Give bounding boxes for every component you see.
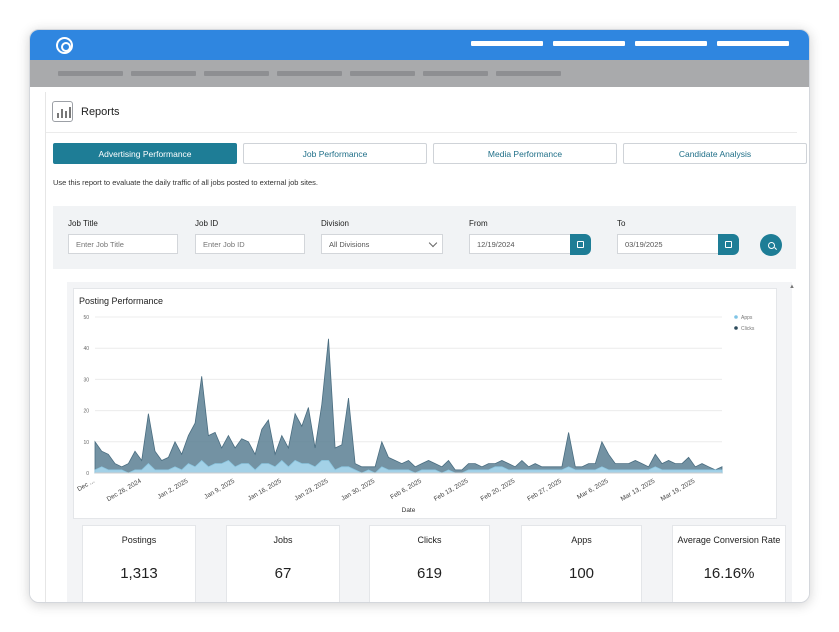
kpi-label: Apps xyxy=(571,535,592,545)
reports-chart-icon xyxy=(52,101,73,122)
y-tick-label: 30 xyxy=(83,377,89,383)
sub-nav-item[interactable] xyxy=(277,71,342,76)
kpi-value: 67 xyxy=(274,565,292,582)
x-tick-label: Jan 23, 2025 xyxy=(293,477,329,502)
x-tick-label: Mar 19, 2025 xyxy=(660,477,697,502)
y-tick-label: 20 xyxy=(83,409,89,415)
kpi-label: Postings xyxy=(121,535,157,545)
search-button[interactable] xyxy=(760,234,782,256)
top-nav-item[interactable] xyxy=(635,41,707,46)
top-nav-item[interactable] xyxy=(553,41,625,46)
kpi-jobs: Jobs 67 xyxy=(226,525,340,602)
sub-nav-item[interactable] xyxy=(350,71,415,76)
scroll-up-icon[interactable]: ▲ xyxy=(789,284,795,290)
kpi-label: Average Conversion Rate xyxy=(677,535,781,545)
sub-nav-bar xyxy=(30,60,809,87)
division-label: Division xyxy=(321,219,350,228)
top-nav xyxy=(471,41,789,46)
report-tabs: Advertising Performance Job Performance … xyxy=(53,143,807,164)
y-tick-label: 50 xyxy=(83,315,89,321)
main-content: Reports Advertising Performance Job Perf… xyxy=(30,87,809,602)
chevron-down-icon xyxy=(428,238,438,248)
filter-bar: Job Title Job ID Division All Divisions … xyxy=(53,206,796,269)
x-tick-label: Feb 6, 2025 xyxy=(389,477,423,501)
top-nav-item[interactable] xyxy=(717,41,789,46)
tab-candidate-analysis[interactable]: Candidate Analysis xyxy=(623,143,807,164)
page-title: Reports xyxy=(81,105,120,118)
sub-nav-item[interactable] xyxy=(131,71,196,76)
legend-marker-apps xyxy=(734,315,738,319)
search-icon xyxy=(767,241,775,249)
kpi-clicks: Clicks 619 xyxy=(369,525,490,602)
results-panel: ▲ Posting Performance 0 10 20 30 40 50 Dec ...… xyxy=(67,282,795,602)
kpi-conversion-rate: Average Conversion Rate 16.16% xyxy=(672,525,786,602)
tab-advertising-performance[interactable]: Advertising Performance xyxy=(53,143,237,164)
legend-label-clicks: Clicks xyxy=(741,326,755,332)
from-calendar-button[interactable] xyxy=(570,234,591,255)
from-label: From xyxy=(469,219,488,228)
sub-nav xyxy=(58,71,561,76)
legend-marker-clicks xyxy=(734,326,738,330)
x-tick-label: Feb 20, 2025 xyxy=(480,477,517,502)
kpi-apps: Apps 100 xyxy=(521,525,642,602)
to-date-value: 03/19/2025 xyxy=(625,239,663,249)
tab-job-performance[interactable]: Job Performance xyxy=(243,143,427,164)
kpi-value: 619 xyxy=(416,565,443,582)
kpi-value: 100 xyxy=(568,565,595,582)
kpi-value: 1,313 xyxy=(120,565,158,582)
x-tick-label: Jan 16, 2025 xyxy=(247,477,283,502)
job-id-label: Job ID xyxy=(195,219,219,228)
report-container: Reports Advertising Performance Job Perf… xyxy=(45,92,807,602)
division-value: All Divisions xyxy=(329,239,370,249)
kpi-label: Clicks xyxy=(417,535,442,545)
y-tick-label: 10 xyxy=(83,440,89,446)
from-date-value: 12/19/2024 xyxy=(477,239,515,249)
x-tick-label: Feb 27, 2025 xyxy=(526,477,563,502)
legend-label-apps: Apps xyxy=(741,315,753,321)
job-title-input[interactable] xyxy=(68,234,178,254)
sub-nav-item[interactable] xyxy=(423,71,488,76)
kpi-label: Jobs xyxy=(273,535,293,545)
from-date-input[interactable]: 12/19/2024 xyxy=(469,234,571,254)
to-calendar-button[interactable] xyxy=(718,234,739,255)
tab-media-performance[interactable]: Media Performance xyxy=(433,143,617,164)
posting-performance-card: Posting Performance 0 10 20 30 40 50 Dec ... De… xyxy=(73,288,777,519)
top-nav-item[interactable] xyxy=(471,41,543,46)
y-tick-label: 40 xyxy=(83,346,89,352)
x-tick-label: Dec ... xyxy=(76,478,96,494)
to-date-input[interactable]: 03/19/2025 xyxy=(617,234,719,254)
job-id-input[interactable] xyxy=(195,234,305,254)
x-tick-label: Jan 30, 2025 xyxy=(340,477,376,502)
logo-icon[interactable] xyxy=(56,37,73,54)
sub-nav-item[interactable] xyxy=(58,71,123,76)
chart-title: Posting Performance xyxy=(79,296,164,306)
kpi-postings: Postings 1,313 xyxy=(82,525,196,602)
to-label: To xyxy=(617,219,626,228)
divider xyxy=(46,132,797,133)
app-window: Reports Advertising Performance Job Perf… xyxy=(29,29,810,603)
sub-nav-item[interactable] xyxy=(496,71,561,76)
x-tick-label: Mar 13, 2025 xyxy=(620,477,657,502)
kpi-value: 16.16% xyxy=(703,565,755,582)
y-tick-label: 0 xyxy=(86,471,89,477)
x-tick-label: Jan 9, 2025 xyxy=(203,477,236,500)
job-title-label: Job Title xyxy=(68,219,98,228)
series-area-apps xyxy=(94,459,723,474)
x-axis-label: Date xyxy=(402,507,416,514)
x-tick-label: Feb 13, 2025 xyxy=(433,477,470,502)
series-area-clicks xyxy=(94,338,723,474)
x-tick-label: Jan 2, 2025 xyxy=(156,477,189,500)
calendar-icon xyxy=(725,241,732,248)
x-tick-label: Mar 6, 2025 xyxy=(576,477,610,501)
calendar-icon xyxy=(577,241,584,248)
posting-performance-chart: 0 10 20 30 40 50 Dec ... Dec 26, 2024 Jan 2, 202… xyxy=(76,315,755,514)
top-bar xyxy=(30,30,809,60)
report-description: Use this report to evaluate the daily tr… xyxy=(53,178,319,187)
division-select[interactable]: All Divisions xyxy=(321,234,443,254)
page-header: Reports xyxy=(52,101,120,122)
sub-nav-item[interactable] xyxy=(204,71,269,76)
x-tick-label: Dec 26, 2024 xyxy=(106,477,143,503)
